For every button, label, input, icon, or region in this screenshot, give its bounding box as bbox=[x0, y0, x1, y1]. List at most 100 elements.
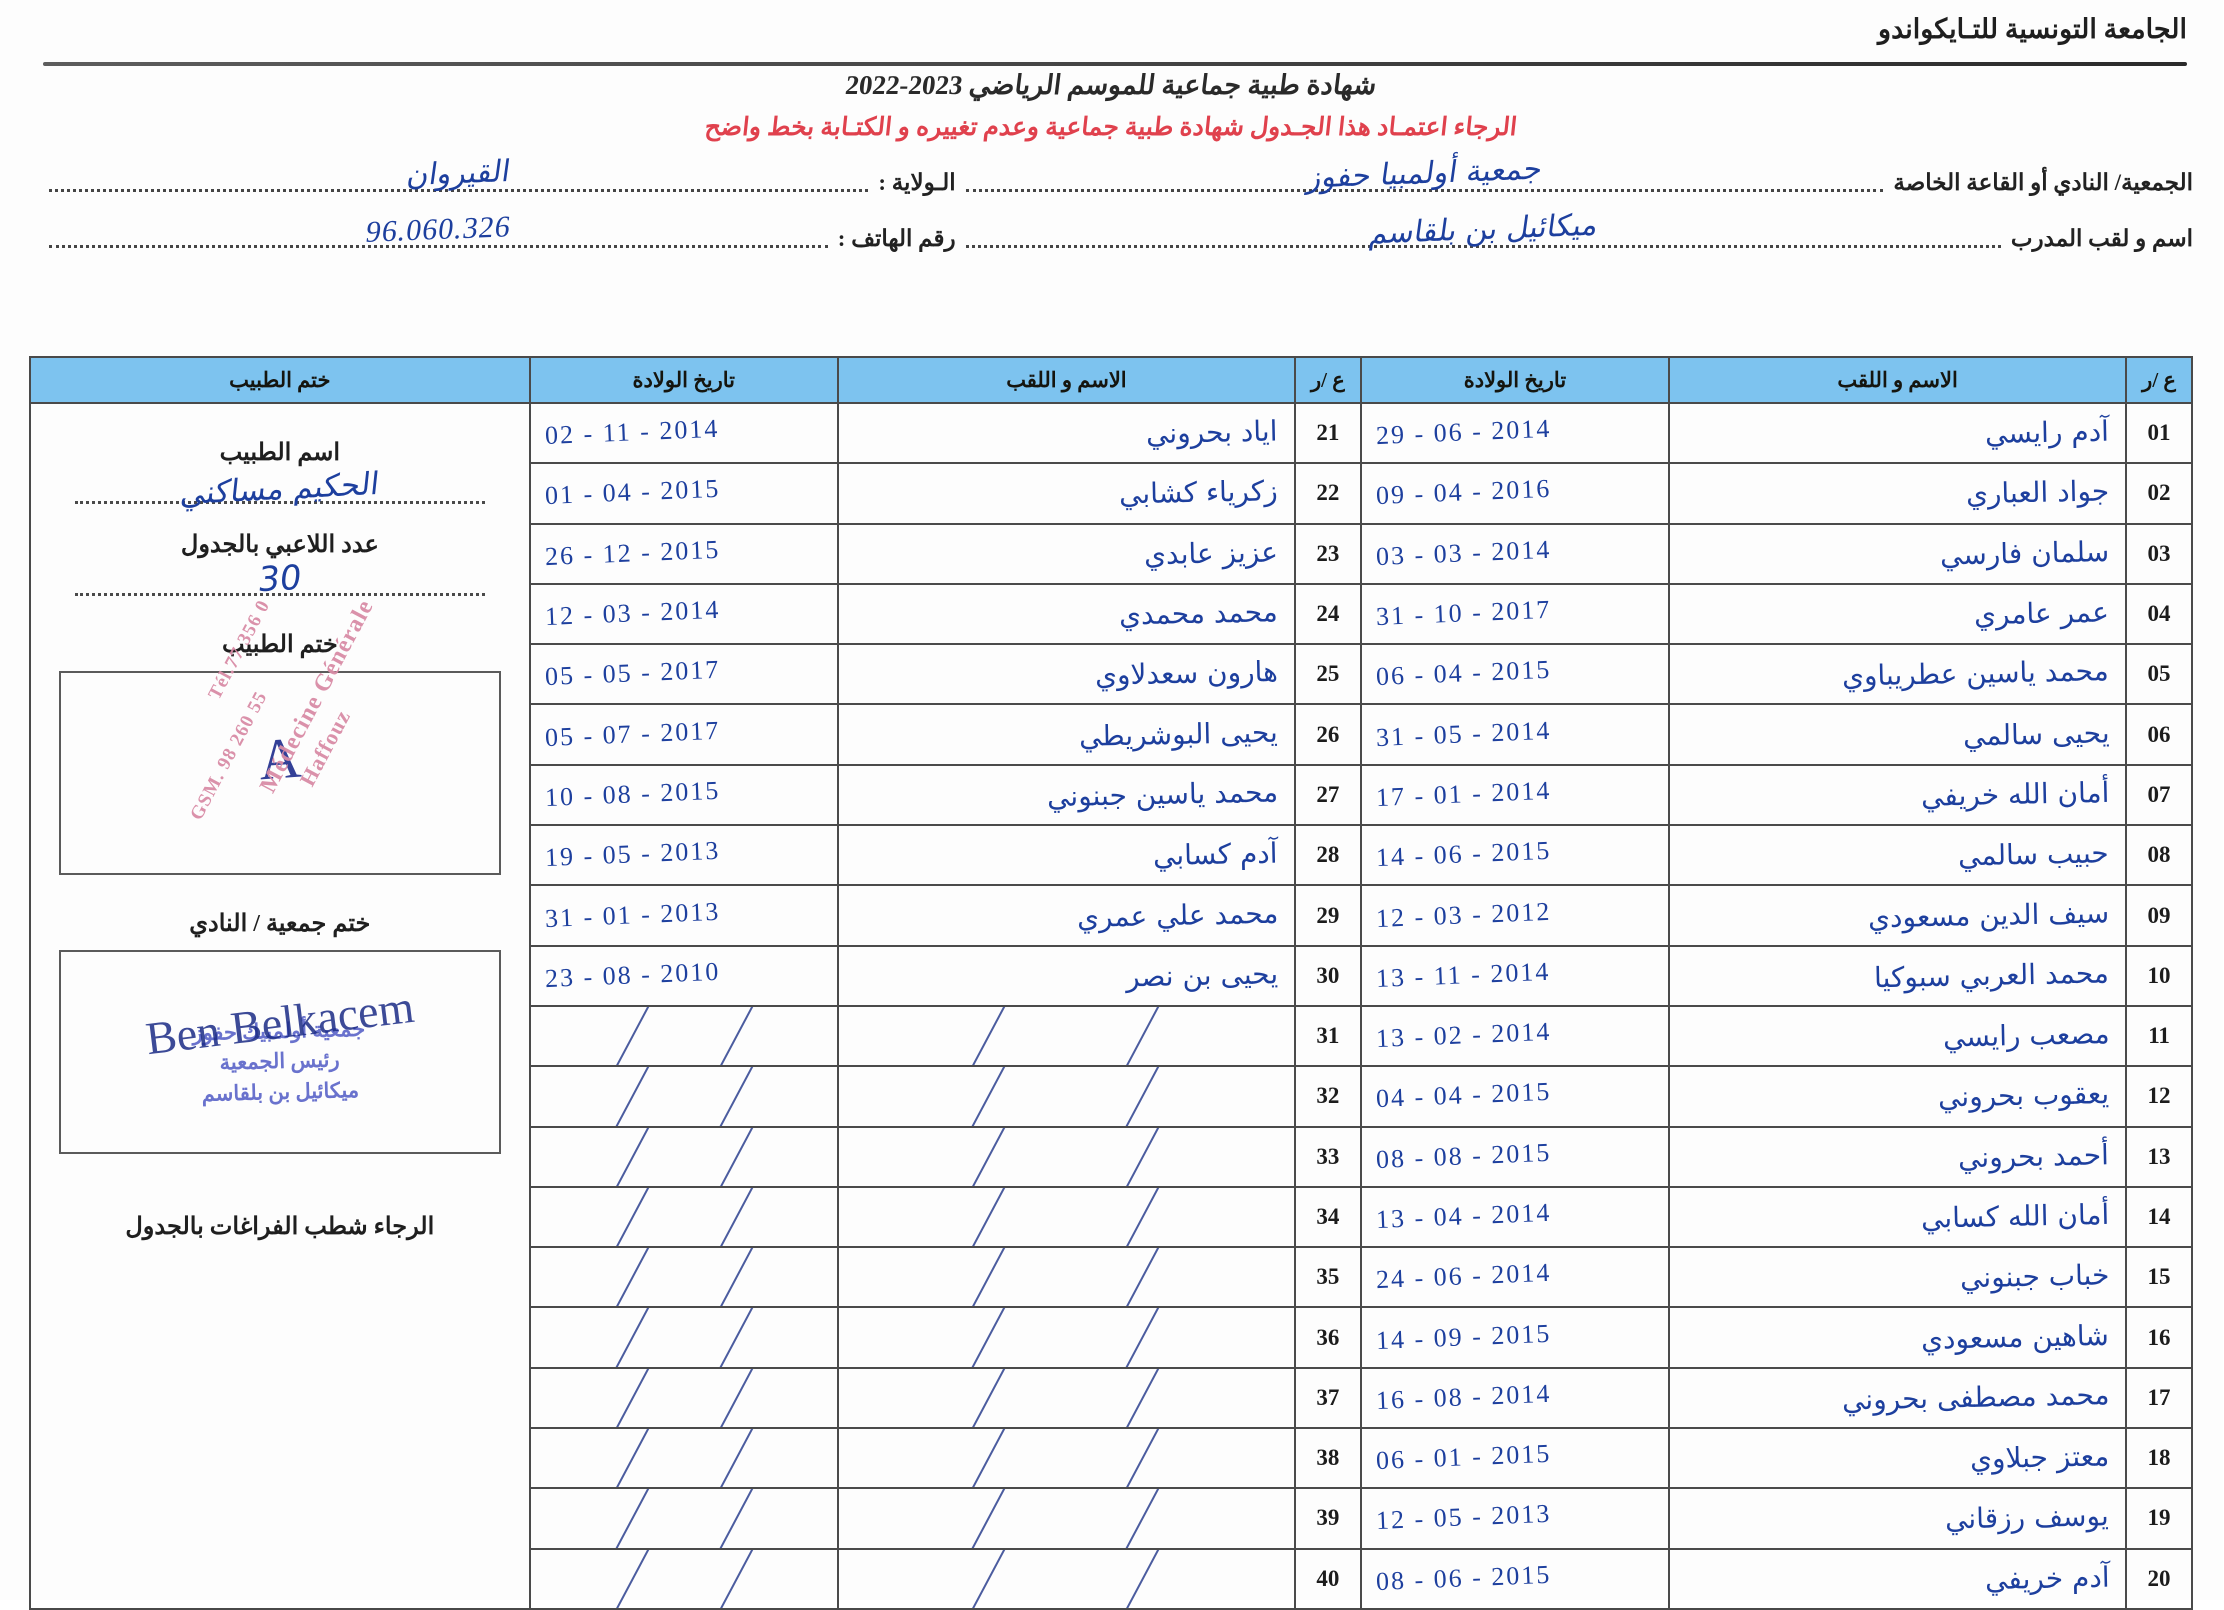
player-dob-right[interactable]: 2015 - 06 - 14 bbox=[1360, 824, 1672, 887]
player-name-right[interactable]: آدم رايسي bbox=[1669, 401, 2129, 465]
player-name-left[interactable] bbox=[837, 1246, 1297, 1309]
club-field[interactable]: الجمعية/ النادي أو القاعة الخاصة جمعية أ… bbox=[957, 151, 2194, 198]
player-name-right[interactable]: شاهين مسعودي bbox=[1669, 1306, 2129, 1369]
player-name-right[interactable]: عمر عامري bbox=[1669, 582, 2129, 646]
player-name-left[interactable]: زكرياء كشابي bbox=[837, 462, 1297, 525]
player-name-right[interactable]: يعقوب بحروني bbox=[1669, 1065, 2129, 1128]
season-label: 2023-2022 bbox=[844, 70, 966, 100]
player-dob-right[interactable]: 2015 - 09 - 14 bbox=[1360, 1306, 1672, 1369]
player-name-left[interactable]: محمد محمدي bbox=[837, 582, 1297, 646]
player-dob-right[interactable]: 2015 - 01 - 06 bbox=[1360, 1427, 1672, 1490]
row-number-right: 12 bbox=[2126, 1065, 2194, 1128]
player-name-right[interactable]: أحمد بحروني bbox=[1669, 1125, 2129, 1188]
player-dob-right[interactable]: 2015 - 08 - 08 bbox=[1360, 1125, 1672, 1188]
governorate-field[interactable]: الـولاية : القيروان bbox=[40, 154, 957, 198]
player-name-right[interactable]: يحيى سالمي bbox=[1669, 703, 2129, 766]
player-name-left[interactable]: محمد ياسين جبنوني bbox=[837, 763, 1297, 827]
phone-field[interactable]: رقم الهاتف : 96.060.326 bbox=[40, 210, 957, 254]
player-dob-right[interactable]: 2014 - 02 - 13 bbox=[1360, 1004, 1672, 1068]
player-name-right[interactable]: يوسف رزقاني bbox=[1669, 1487, 2129, 1550]
player-name-right[interactable]: أمان الله خريفي bbox=[1669, 763, 2129, 827]
player-dob-left[interactable] bbox=[529, 1065, 840, 1128]
phone-input[interactable]: 96.060.326 bbox=[50, 210, 829, 249]
player-dob-right[interactable]: 2014 - 04 - 13 bbox=[1360, 1185, 1672, 1249]
player-name-right[interactable]: أمان الله كسابي bbox=[1669, 1185, 2129, 1249]
player-dob-left[interactable] bbox=[529, 1306, 840, 1369]
players-count-input[interactable]: 30 bbox=[76, 558, 486, 600]
player-dob-left[interactable] bbox=[529, 1246, 840, 1309]
player-dob-left[interactable] bbox=[529, 1366, 840, 1430]
player-name-value: يحيى البوشريطي bbox=[1079, 715, 1280, 753]
player-dob-left[interactable]: 2015 - 12 - 26 bbox=[529, 522, 840, 585]
player-dob-left[interactable] bbox=[529, 1185, 840, 1249]
player-dob-right[interactable]: 2014 - 06 - 29 bbox=[1360, 401, 1672, 465]
player-name-left[interactable] bbox=[837, 1427, 1297, 1490]
player-dob-value: 2013 - 05 - 12 bbox=[1376, 1499, 1553, 1536]
player-dob-left[interactable] bbox=[529, 1125, 840, 1188]
player-name-left[interactable]: يحيى البوشريطي bbox=[837, 703, 1297, 766]
player-name-left[interactable]: آدم كسابي bbox=[837, 824, 1297, 887]
doctor-stamp-box[interactable]: A Médecine Générale Haffouz Tél.77 356 0… bbox=[60, 595, 502, 875]
player-name-left[interactable] bbox=[837, 1366, 1297, 1430]
doctor-name-input[interactable]: الحكيم مساكني bbox=[76, 466, 486, 512]
player-dob-left[interactable]: 2015 - 04 - 01 bbox=[529, 462, 840, 525]
row-number-left: 22 bbox=[1294, 462, 1363, 525]
coach-field[interactable]: اسم و لقب المدرب ميكائيل بن بلقاسم bbox=[957, 208, 2194, 254]
player-dob-right[interactable]: 2014 - 08 - 16 bbox=[1360, 1366, 1672, 1430]
player-name-left[interactable] bbox=[837, 1004, 1297, 1068]
player-dob-left[interactable] bbox=[529, 1427, 840, 1490]
player-name-left[interactable] bbox=[837, 1306, 1297, 1369]
table-row: 03 سلمان فارسي 2014 - 03 - 03 23 عزيز عابدي 2… bbox=[31, 522, 2194, 585]
row-number-left: 23 bbox=[1294, 522, 1363, 585]
governorate-input[interactable]: القيروان bbox=[50, 154, 870, 193]
player-dob-right[interactable]: 2014 - 01 - 17 bbox=[1360, 763, 1672, 827]
player-dob-left[interactable] bbox=[529, 1004, 840, 1068]
player-name-value: يحيى بن نصر bbox=[1126, 957, 1280, 994]
coach-input[interactable]: ميكائيل بن بلقاسم bbox=[966, 208, 2002, 251]
player-name-right[interactable]: سلمان فارسي bbox=[1669, 522, 2129, 585]
player-dob-right[interactable]: 2017 - 10 - 31 bbox=[1360, 582, 1672, 646]
player-dob-left[interactable]: 2014 - 03 - 12 bbox=[529, 582, 840, 646]
player-name-left[interactable] bbox=[837, 1125, 1297, 1188]
player-dob-right[interactable]: 2016 - 04 - 09 bbox=[1360, 462, 1672, 525]
player-name-left[interactable]: عزيز عابدي bbox=[837, 522, 1297, 585]
player-dob-left[interactable] bbox=[529, 1487, 840, 1550]
row-number-left: 33 bbox=[1294, 1125, 1363, 1188]
player-dob-left[interactable]: 2013 - 01 - 31 bbox=[529, 884, 840, 947]
player-name-right[interactable]: محمد ياسين عطريباوي bbox=[1669, 643, 2129, 706]
player-name-right[interactable]: سيف الدين مسعودي bbox=[1669, 884, 2129, 947]
player-dob-left[interactable]: 2013 - 05 - 19 bbox=[529, 824, 840, 887]
player-name-right[interactable]: حبيب سالمي bbox=[1669, 824, 2129, 887]
player-name-left[interactable] bbox=[837, 1065, 1297, 1128]
player-dob-right[interactable]: 2014 - 06 - 24 bbox=[1360, 1246, 1672, 1309]
player-dob-left[interactable]: 2017 - 05 - 05 bbox=[529, 643, 840, 706]
player-dob-right[interactable]: 2013 - 05 - 12 bbox=[1360, 1487, 1672, 1550]
header-divider bbox=[44, 62, 2188, 66]
player-dob-right[interactable]: 2014 - 03 - 03 bbox=[1360, 522, 1672, 585]
player-name-right[interactable]: محمد مصطفى بحروني bbox=[1669, 1366, 2129, 1430]
table-row: 12 يعقوب بحروني 2015 - 04 - 04 32 bbox=[31, 1065, 2194, 1128]
player-dob-right[interactable]: 2012 - 03 - 12 bbox=[1360, 884, 1672, 947]
player-dob-right[interactable]: 2015 - 04 - 04 bbox=[1360, 1065, 1672, 1128]
player-dob-left[interactable]: 2014 - 11 - 02 bbox=[529, 401, 840, 465]
player-name-right[interactable]: خباب جبنوني bbox=[1669, 1246, 2129, 1309]
player-name-left[interactable]: هارون سعدلاوي bbox=[837, 643, 1297, 706]
player-name-left[interactable]: يحيى بن نصر bbox=[837, 944, 1297, 1007]
player-dob-left[interactable]: 2017 - 07 - 05 bbox=[529, 703, 840, 766]
player-dob-right[interactable]: 2014 - 11 - 13 bbox=[1360, 944, 1672, 1007]
player-dob-right[interactable]: 2014 - 05 - 31 bbox=[1360, 703, 1672, 766]
player-name-left[interactable]: اياد بحروني bbox=[837, 401, 1297, 465]
player-name-right[interactable]: جواد العباري bbox=[1669, 462, 2129, 525]
club-input[interactable]: جمعية أولمبيا حفوز bbox=[966, 151, 1885, 196]
player-name-left[interactable]: محمد علي عمري bbox=[837, 884, 1297, 947]
player-name-right[interactable]: محمد العربي سبوكيا bbox=[1669, 944, 2129, 1007]
player-name-right[interactable]: معتز جبلاوي bbox=[1669, 1427, 2129, 1490]
row-number-left: 34 bbox=[1294, 1185, 1363, 1249]
player-dob-right[interactable]: 2015 - 04 - 06 bbox=[1360, 643, 1672, 706]
player-dob-left[interactable]: 2010 - 08 - 23 bbox=[529, 944, 840, 1007]
player-dob-left[interactable]: 2015 - 08 - 10 bbox=[529, 763, 840, 827]
player-name-left[interactable] bbox=[837, 1185, 1297, 1249]
club-stamp-box[interactable]: جمعية أولمبيك حفوز رئيس الجمعية ميكائيل … bbox=[60, 950, 502, 1154]
player-name-left[interactable] bbox=[837, 1487, 1297, 1550]
player-name-right[interactable]: مصعب رايسي bbox=[1669, 1004, 2129, 1068]
